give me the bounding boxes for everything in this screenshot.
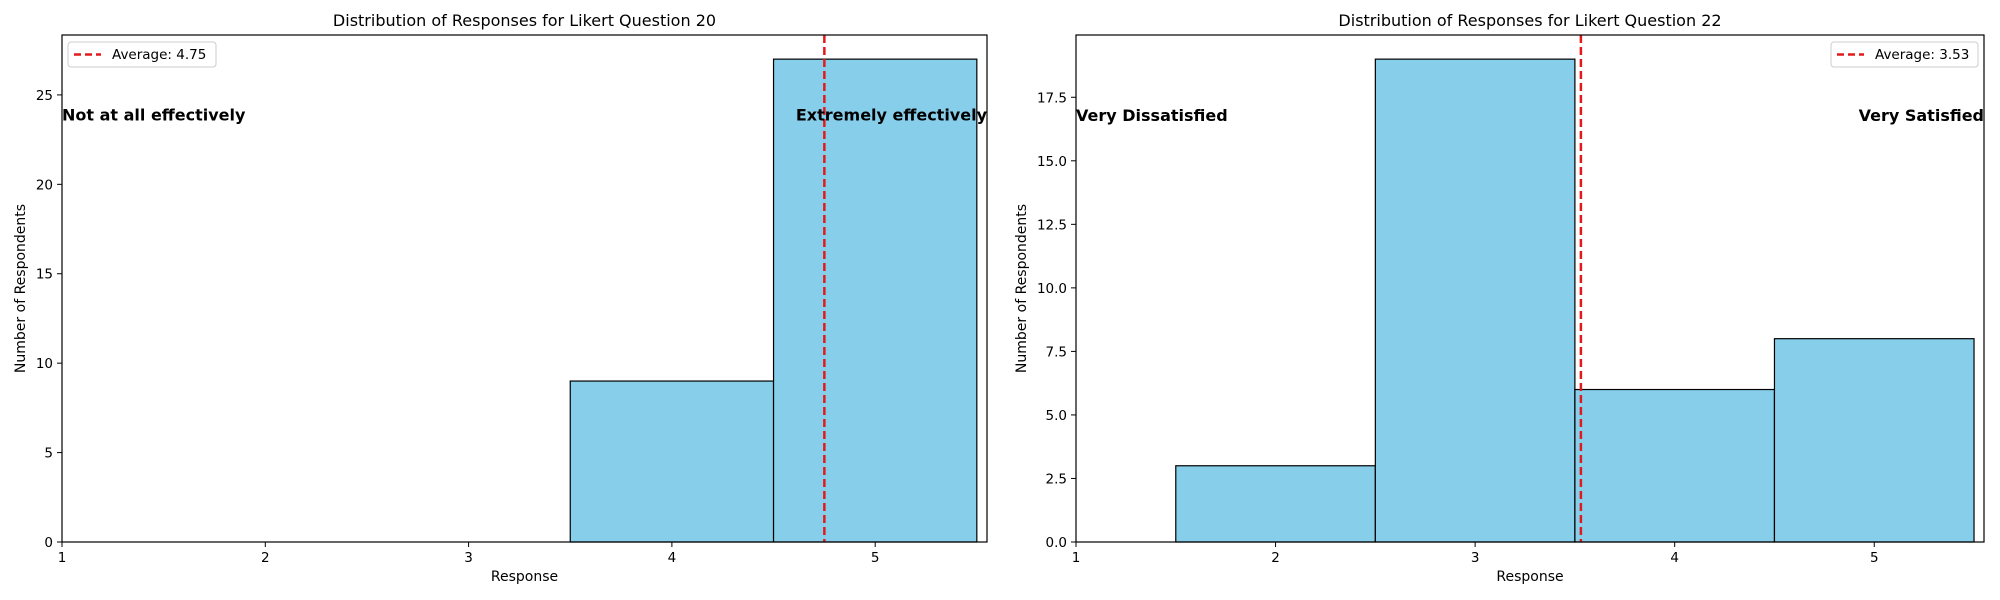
- x-tick-label: 5: [1870, 550, 1879, 566]
- x-tick-label: 3: [464, 550, 473, 566]
- y-tick-label: 10: [36, 356, 53, 372]
- chart-title: Distribution of Responses for Likert Que…: [1338, 11, 1721, 30]
- legend-average-label: Average: 4.75: [112, 47, 206, 63]
- legend-box: [67, 41, 217, 68]
- axes-frame: [1075, 34, 1985, 543]
- y-tick-label: 5: [44, 446, 53, 462]
- scale-annotation: Very Dissatisfied: [1076, 106, 1228, 125]
- x-tick-label: 5: [871, 550, 880, 566]
- legend-average-label: Average: 3.53: [1875, 47, 1969, 63]
- chart-question-22: Distribution of Responses for Likert Que…: [1014, 11, 1985, 585]
- x-tick-label: 4: [1670, 550, 1679, 566]
- scale-annotation: Not at all effectively: [62, 106, 246, 125]
- y-tick-label: 10.0: [1037, 281, 1067, 297]
- y-tick-label: 17.5: [1037, 90, 1067, 106]
- y-tick-label: 15.0: [1037, 154, 1067, 170]
- y-tick-label: 20: [36, 177, 53, 193]
- histogram-bar: [1574, 388, 1776, 543]
- histogram-bar: [772, 58, 978, 543]
- y-axis-label: Number of Respondents: [1014, 204, 1030, 373]
- y-tick-label: 7.5: [1046, 344, 1067, 360]
- histogram-bar: [1773, 338, 1975, 543]
- histogram-bar: [1175, 465, 1376, 543]
- x-tick-label: 2: [1271, 550, 1280, 566]
- histogram-bar: [569, 380, 775, 543]
- x-tick-label: 1: [58, 550, 67, 566]
- legend: Average: 3.53: [1830, 41, 1979, 68]
- y-tick-label: 15: [36, 267, 53, 283]
- x-axis-label: Response: [1496, 569, 1563, 585]
- y-axis-label: Number of Respondents: [13, 204, 29, 373]
- x-tick-label: 4: [668, 550, 677, 566]
- scale-annotation: Very Satisfied: [1859, 106, 1984, 125]
- y-tick-label: 0: [44, 535, 53, 551]
- y-tick-label: 0.0: [1046, 535, 1067, 551]
- x-tick-label: 2: [261, 550, 270, 566]
- chart-question-20: Distribution of Responses for Likert Que…: [13, 11, 988, 585]
- y-tick-label: 2.5: [1046, 471, 1067, 487]
- histogram-bar: [1374, 58, 1576, 543]
- chart-title: Distribution of Responses for Likert Que…: [333, 11, 716, 30]
- axes-frame: [61, 34, 988, 543]
- x-tick-label: 1: [1072, 550, 1081, 566]
- legend: Average: 4.75: [67, 41, 217, 68]
- y-tick-label: 5.0: [1046, 408, 1067, 424]
- scale-annotation: Extremely effectively: [796, 106, 988, 125]
- x-tick-label: 3: [1471, 550, 1480, 566]
- x-axis-label: Response: [491, 569, 558, 585]
- y-tick-label: 12.5: [1037, 217, 1067, 233]
- legend-box: [1830, 41, 1979, 68]
- y-tick-label: 25: [36, 88, 53, 104]
